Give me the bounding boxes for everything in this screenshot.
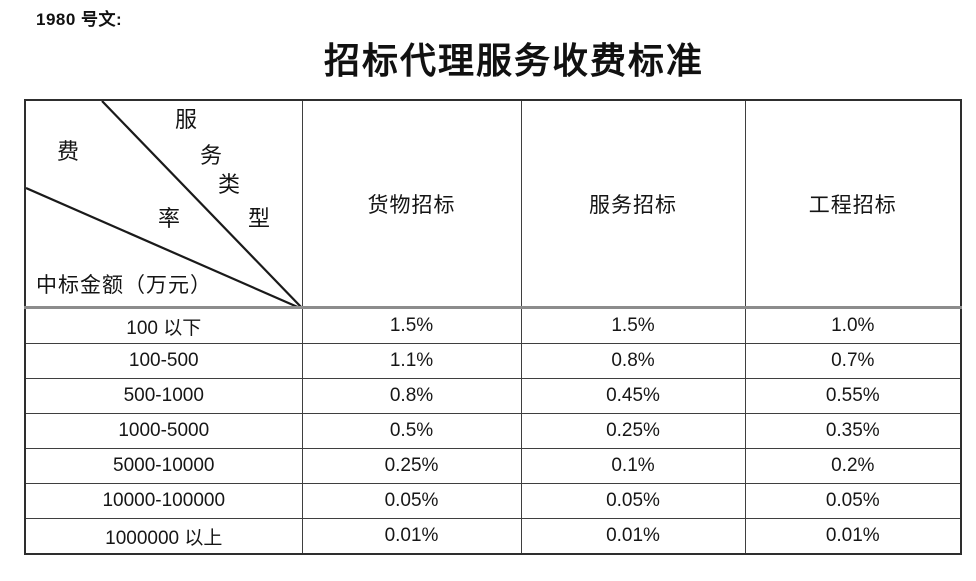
- column-header-goods: 货物招标: [301, 99, 522, 309]
- rate-cell: 0.01%: [744, 518, 962, 555]
- amount-cell: 10000-100000: [24, 483, 303, 519]
- page-title: 招标代理服务收费标准: [323, 41, 704, 81]
- table-row: 5000-10000 0.25% 0.1% 0.2%: [24, 448, 962, 484]
- rate-cell: 1.5%: [301, 307, 522, 344]
- amount-cell: 1000000 以上: [24, 518, 303, 555]
- rate-cell: 1.1%: [301, 343, 522, 379]
- column-header-service: 服务招标: [520, 99, 746, 309]
- rate-cell: 0.05%: [301, 483, 522, 519]
- table-row: 1000-5000 0.5% 0.25% 0.35%: [24, 413, 962, 449]
- rate-cell: 0.25%: [520, 413, 746, 449]
- corner-label-fee-char: 费: [57, 139, 81, 164]
- amount-cell: 5000-10000: [24, 448, 303, 484]
- rate-cell: 0.05%: [744, 483, 962, 519]
- rate-cell: 0.01%: [520, 518, 746, 555]
- diagonal-lines: [26, 100, 301, 305]
- corner-label-service-char: 类: [218, 172, 242, 197]
- table-row: 1000000 以上 0.01% 0.01% 0.01%: [24, 518, 962, 555]
- rate-cell: 0.25%: [301, 448, 522, 484]
- rate-cell: 0.7%: [744, 343, 962, 379]
- rate-cell: 0.8%: [301, 378, 522, 414]
- rate-cell: 0.55%: [744, 378, 962, 414]
- rate-cell: 0.05%: [520, 483, 746, 519]
- corner-label-service-char: 服: [175, 107, 199, 132]
- table-row: 100-500 1.1% 0.8% 0.7%: [24, 343, 962, 379]
- column-header-engineering: 工程招标: [744, 99, 962, 309]
- rate-cell: 0.2%: [744, 448, 962, 484]
- corner-label-fee-char: 率: [158, 206, 182, 231]
- rate-cell: 0.01%: [301, 518, 522, 555]
- rate-cell: 0.8%: [520, 343, 746, 379]
- rate-cell: 0.1%: [520, 448, 746, 484]
- rate-cell: 0.5%: [301, 413, 522, 449]
- rate-cell: 1.0%: [744, 307, 962, 344]
- corner-label-service-char: 型: [248, 206, 272, 231]
- corner-amount-label: 中标金额（万元）: [36, 273, 212, 297]
- amount-cell: 100 以下: [24, 307, 303, 344]
- doc-number: 1980 号文:: [36, 10, 123, 29]
- amount-cell: 1000-5000: [24, 413, 303, 449]
- rate-cell: 1.5%: [520, 307, 746, 344]
- amount-cell: 500-1000: [24, 378, 303, 414]
- table-row: 500-1000 0.8% 0.45% 0.55%: [24, 378, 962, 414]
- rate-cell: 0.35%: [744, 413, 962, 449]
- fee-table: 服 务 类 型 费 率 中标金额（万元） 货物招标 服务招标 工程招标 100 …: [24, 99, 962, 555]
- table-row: 10000-100000 0.05% 0.05% 0.05%: [24, 483, 962, 519]
- corner-label-service-char: 务: [200, 143, 224, 168]
- amount-cell: 100-500: [24, 343, 303, 379]
- rate-cell: 0.45%: [520, 378, 746, 414]
- table-row: 100 以下 1.5% 1.5% 1.0%: [24, 307, 962, 344]
- diagonal-header-cell: 服 务 类 型 费 率 中标金额（万元）: [24, 99, 303, 309]
- header-row: 服 务 类 型 费 率 中标金额（万元） 货物招标 服务招标 工程招标: [24, 99, 962, 309]
